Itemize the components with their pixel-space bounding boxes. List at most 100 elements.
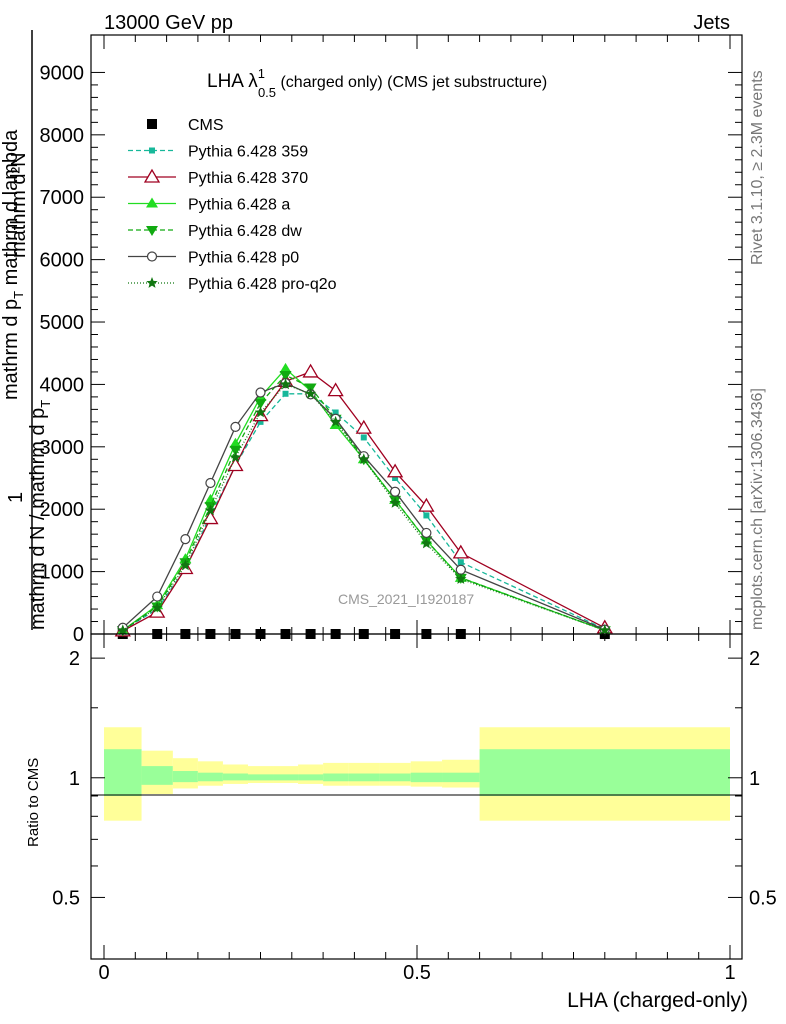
legend-item-p370: Pythia 6.428 370: [128, 168, 308, 187]
point-pq2o: [420, 537, 433, 549]
ylabel-bottom: mathrm d N / mathrm d p: [27, 408, 49, 630]
point-pq2o: [455, 573, 467, 584]
title-sup: 1: [258, 66, 265, 81]
legend-item-pq2o: Pythia 6.428 pro-q2o: [128, 276, 337, 293]
series-line-pdw: [122, 374, 606, 631]
point-pq2o: [329, 415, 342, 427]
ylabel-top: mathrm d²N: [8, 152, 30, 258]
point-p370: [202, 510, 219, 525]
point-pp0: [255, 387, 266, 398]
ratio-band-inner: [323, 773, 349, 782]
legend-marker: [149, 147, 155, 154]
point-p359: [392, 475, 399, 482]
ratio-band-inner: [222, 773, 248, 781]
ratio-band-inner: [442, 772, 480, 783]
point-p359: [423, 512, 430, 519]
ratio-band-inner: [104, 749, 142, 796]
point-pp0: [455, 564, 466, 575]
legend-label: Pythia 6.428 a: [188, 197, 290, 214]
ratio-ytick-label-left: 0.5: [52, 887, 80, 909]
analysis-watermark: CMS_2021_I1920187: [338, 591, 474, 607]
legend-marker: [146, 197, 158, 208]
point-pa: [229, 437, 242, 448]
ratio-band-inner: [410, 772, 443, 783]
point-pp0: [180, 534, 191, 545]
ratio-band-inner: [172, 771, 198, 783]
ratio-band-inner: [247, 774, 274, 781]
ratio-band-inner: [379, 773, 411, 782]
ylabel-one: 1: [5, 492, 27, 503]
point-p359: [257, 418, 264, 425]
ratio-bands: [104, 727, 730, 821]
legend-label: CMS: [188, 117, 224, 134]
legend-item-pa: Pythia 6.428 a: [128, 197, 290, 214]
main-ytick-label: 8000: [40, 125, 85, 147]
point-p370: [355, 419, 372, 434]
ratio-band-inner: [141, 766, 173, 785]
legend: CMS Pythia 6.428 359 Pythia 6.428 370 Pythi…: [128, 117, 337, 293]
legend-label: Pythia 6.428 370: [188, 170, 308, 187]
ratio-band-inner: [273, 774, 299, 781]
rivet-label: Rivet 3.1.10, ≥ 2.3M events: [749, 70, 766, 265]
point-pq2o: [117, 624, 129, 636]
point-p359: [332, 409, 339, 416]
point-pq2o: [389, 497, 401, 508]
ratio-axis-label: Ratio to CMS: [25, 758, 42, 847]
title-prefix: LHA λ: [207, 71, 258, 92]
legend-item-pdw: Pythia 6.428 dw: [128, 223, 302, 240]
point-pp0: [152, 591, 163, 602]
point-p370: [452, 544, 469, 559]
main-ytick-label: 2000: [40, 499, 85, 521]
legend-marker: [146, 251, 158, 262]
point-pq2o: [279, 378, 292, 390]
legend-label: Pythia 6.428 dw: [188, 223, 302, 240]
point-p359: [282, 390, 289, 397]
legend-marker: [147, 119, 157, 129]
ratio-band-inner: [197, 772, 223, 782]
point-pq2o: [254, 406, 267, 418]
legend-item-p359: Pythia 6.428 359: [128, 144, 308, 161]
point-p359: [360, 434, 367, 441]
legend-label: Pythia 6.428 p0: [188, 250, 299, 267]
point-p370: [227, 457, 244, 472]
point-p359: [457, 559, 464, 566]
main-ytick-label: 5000: [40, 312, 85, 334]
point-p370: [327, 382, 344, 397]
point-pdw: [279, 371, 292, 382]
point-pq2o: [151, 601, 163, 613]
ylabel-top-den-sub: T: [11, 291, 26, 299]
point-p370: [386, 463, 404, 478]
point-pp0: [389, 486, 401, 497]
ratio-ytick-label-right: 1: [749, 768, 760, 790]
point-pq2o: [229, 451, 242, 463]
legend-marker: [143, 168, 161, 183]
point-pa: [204, 493, 217, 504]
point-pq2o: [304, 387, 317, 399]
ratio-band-inner: [479, 749, 730, 796]
legend-item-cms: CMS: [147, 117, 224, 134]
main-ytick-label: 0: [73, 624, 84, 646]
main-ytick-label: 4000: [40, 374, 85, 396]
point-pq2o: [358, 453, 370, 465]
main-ytick-label: 1000: [40, 562, 85, 584]
point-p370: [302, 363, 319, 378]
series-line-pp0: [122, 382, 606, 631]
plot-title: LHA λ1 0.5 (charged only) (CMS jet substr…: [207, 66, 547, 100]
main-ytick-label: 9000: [40, 62, 85, 84]
point-pa: [279, 362, 292, 373]
svg-text:mathrm d pT mathrm d lambda: mathrm d pT mathrm d lambda: [0, 129, 26, 400]
title-suffix: (charged only) (CMS jet substructure): [276, 74, 547, 91]
ratio-band-outer: [298, 764, 324, 784]
point-pp0: [205, 477, 216, 489]
y-axis-label: mathrm d N / mathrm d pT 1 mathrm d pT m…: [0, 30, 53, 630]
main-ytick-label: 6000: [40, 250, 85, 272]
ylabel-top-den-end: mathrm d lambda: [0, 129, 22, 291]
ratio-xtick-label: 0.5: [403, 962, 431, 984]
ratio-xtick-label: 1: [724, 962, 735, 984]
main-y-axis: 0 1000 2000 3000 4000 5000 6000 7000 8000 9000: [40, 62, 742, 646]
ylabel-bottom-sub: T: [38, 400, 53, 408]
ratio-y-axis: 0.5 0.5 1 1 2 2: [52, 648, 777, 909]
ratio-xtick-label: 0: [98, 962, 109, 984]
series-line-pq2o: [122, 383, 606, 631]
